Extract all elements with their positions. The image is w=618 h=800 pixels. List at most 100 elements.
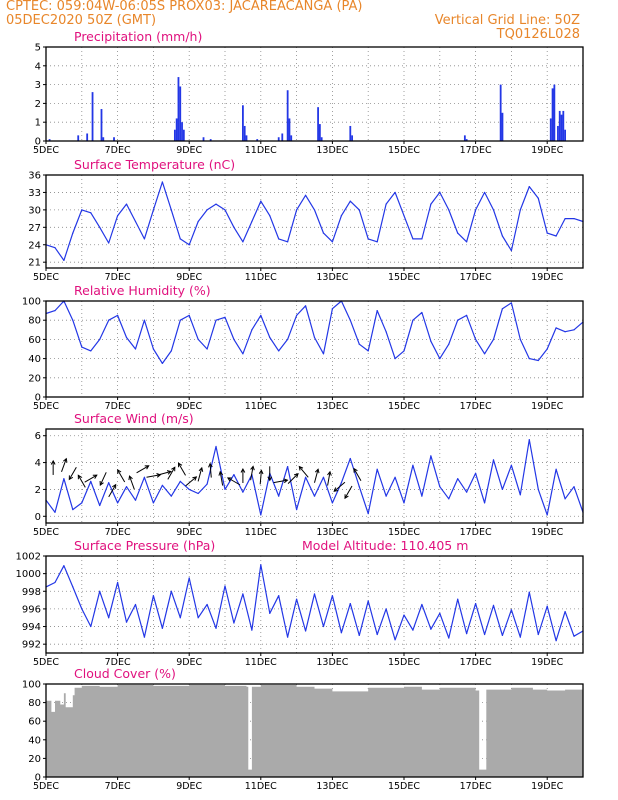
x-tick-label: 17DEC <box>460 272 492 283</box>
temp-point <box>99 226 101 228</box>
rh-point <box>376 310 378 312</box>
wind-point <box>483 502 486 504</box>
temp-point <box>331 241 333 243</box>
wind-point <box>152 502 154 504</box>
precip-bar <box>256 139 259 141</box>
x-tick-label: 13DEC <box>316 272 348 283</box>
press-point <box>448 637 450 639</box>
x-tick-label: 5DEC <box>33 401 59 412</box>
x-tick-label: 15DEC <box>388 145 420 156</box>
temp-point <box>385 203 387 205</box>
rh-point <box>278 350 280 352</box>
panel-annotation: Model Altitude: 110.405 m <box>302 538 468 553</box>
y-tick-label: 20 <box>28 373 41 384</box>
precip-bar <box>48 139 51 141</box>
wind-vector <box>259 470 262 485</box>
rh-point <box>152 348 154 350</box>
y-tick-label: 24 <box>28 240 41 251</box>
temp-point <box>430 203 432 205</box>
temp-point <box>260 200 262 202</box>
panel-rh: 0 20 40 60 80 100 5DEC 7DEC 9DEC 11DEC 13DEC 15DEC 1… <box>22 283 584 412</box>
wind-vector <box>136 465 149 474</box>
y-tick-label: 2 <box>35 99 41 110</box>
wind-point <box>224 488 226 491</box>
wind-point <box>63 478 65 480</box>
press-point <box>215 627 217 629</box>
press-point <box>72 586 74 588</box>
wind-arrowhead <box>198 466 204 472</box>
wind-point <box>331 502 333 504</box>
x-tick-label: 19DEC <box>531 145 563 156</box>
wind-vector <box>197 467 203 482</box>
rh-point <box>188 314 190 316</box>
wind-point <box>233 474 235 476</box>
temp-point <box>313 209 316 211</box>
wind-point <box>260 514 262 516</box>
panel-frame <box>45 46 584 142</box>
wind-point <box>457 478 459 480</box>
y-tick-label: 80 <box>28 316 41 327</box>
press-point <box>528 591 530 593</box>
panel-precip: 0 1 2 3 4 5 5DEC 7DEC 9DEC 11DEC 13DEC 15DEC 17DEC 19… <box>33 29 584 156</box>
temp-point <box>439 191 441 194</box>
temp-point <box>278 238 280 240</box>
rh-point <box>331 308 333 310</box>
rh-point <box>304 305 307 307</box>
wind-arrowhead <box>298 465 304 471</box>
precip-bar <box>290 135 293 141</box>
rh-point <box>421 311 423 314</box>
temp-point <box>421 238 423 240</box>
x-tick-label: 13DEC <box>316 401 348 412</box>
wind-point <box>206 483 208 485</box>
temp-point <box>63 259 65 262</box>
wind-vector <box>333 481 346 492</box>
wind-arrowhead <box>293 472 299 478</box>
wind-vector <box>353 468 362 481</box>
rh-point <box>81 346 83 348</box>
y-tick-label: 100 <box>22 680 41 691</box>
temp-point <box>349 200 351 202</box>
rh-point <box>215 319 217 321</box>
press-point <box>475 603 477 605</box>
precip-bar <box>551 88 554 141</box>
wind-point <box>143 476 146 478</box>
temp-point <box>224 209 226 211</box>
rh-point <box>367 350 369 352</box>
wind-vector <box>117 469 126 483</box>
wind-point <box>448 498 450 500</box>
temp-point <box>296 209 298 211</box>
y-tick-label: 1000 <box>16 569 41 580</box>
wind-arrowhead <box>218 470 224 476</box>
press-point <box>430 628 432 630</box>
temp-point <box>394 191 396 194</box>
precip-bar <box>243 125 246 141</box>
x-tick-label: 7DEC <box>105 145 131 156</box>
press-point <box>152 595 154 597</box>
wind-arrowhead <box>314 468 320 474</box>
temp-point <box>81 209 83 211</box>
rh-point <box>117 314 119 316</box>
wind-arrowhead <box>226 477 232 482</box>
wind-vector <box>327 471 331 486</box>
wind-arrowhead <box>166 470 172 475</box>
press-point <box>188 577 190 579</box>
wind-point <box>376 468 378 470</box>
press-point <box>358 634 360 636</box>
press-point <box>242 593 244 595</box>
temp-point <box>269 215 271 217</box>
temp-line <box>45 181 584 261</box>
precip-bar <box>562 110 565 141</box>
wind-point <box>296 508 298 511</box>
wind-point <box>188 488 190 491</box>
press-line <box>45 564 584 642</box>
header-line2-left: 05DEC2020 50Z (GMT) <box>6 13 157 28</box>
precip-bar <box>317 107 319 141</box>
x-tick-label: 19DEC <box>531 781 563 792</box>
x-tick-label: 19DEC <box>531 401 563 412</box>
x-tick-label: 9DEC <box>176 781 202 792</box>
wind-arrowhead <box>177 462 183 468</box>
rh-point <box>296 314 298 316</box>
y-tick-label: 998 <box>22 587 41 598</box>
temp-point <box>340 215 342 217</box>
wind-arrowhead <box>258 469 264 475</box>
